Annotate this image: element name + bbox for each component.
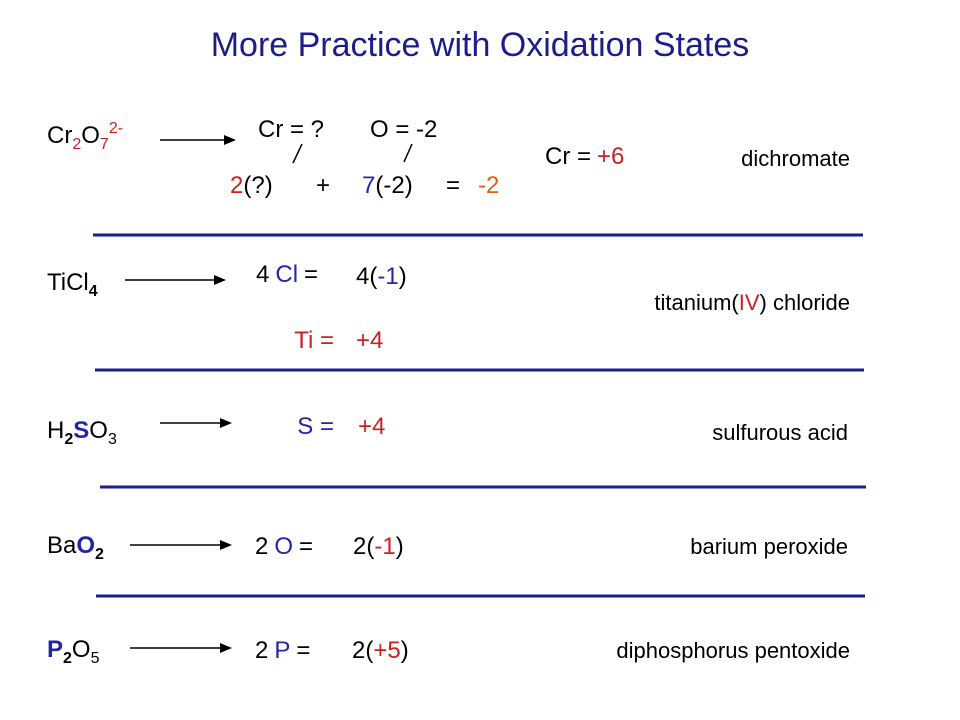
formula: H2SO3 bbox=[47, 417, 117, 448]
e: 2 bbox=[255, 637, 268, 664]
eq: 2 O = bbox=[255, 533, 313, 560]
e: -1 bbox=[377, 263, 398, 290]
eq: 2(+5) bbox=[352, 637, 409, 664]
compound-name: diphosphorus pentoxide bbox=[616, 638, 850, 663]
eq: 4 Cl = bbox=[256, 261, 318, 288]
eq: Ti = bbox=[294, 327, 334, 354]
f: 2 bbox=[63, 650, 72, 667]
f: O bbox=[76, 532, 95, 559]
f: Ba bbox=[47, 532, 77, 559]
e: Cl bbox=[275, 261, 298, 288]
f: TiCl bbox=[47, 269, 89, 296]
e: (-2) bbox=[375, 172, 412, 199]
e: 2 bbox=[230, 172, 243, 199]
f: O bbox=[81, 122, 100, 149]
eq: + bbox=[316, 172, 330, 199]
f: 2- bbox=[109, 120, 123, 137]
e: O bbox=[274, 533, 293, 560]
f: 2 bbox=[95, 546, 104, 563]
arrow-head bbox=[224, 135, 236, 145]
eq: Cr = ? bbox=[258, 116, 324, 143]
e: 2( bbox=[352, 637, 373, 664]
e: 4 bbox=[256, 261, 269, 288]
e: 2( bbox=[353, 533, 374, 560]
e: ) bbox=[399, 263, 407, 290]
e: IV bbox=[739, 290, 760, 315]
eq: = bbox=[446, 172, 460, 199]
eq: 4(-1) bbox=[356, 263, 407, 290]
compound-name: dichromate bbox=[741, 146, 850, 171]
e: ) bbox=[396, 533, 404, 560]
e: (?) bbox=[243, 172, 272, 199]
e: = bbox=[296, 637, 310, 664]
compound-name: titanium(IV) chloride bbox=[654, 290, 850, 315]
e: 7 bbox=[362, 172, 375, 199]
arrow-head bbox=[220, 540, 232, 550]
f: 4 bbox=[89, 283, 98, 300]
title: More Practice with Oxidation States bbox=[211, 26, 750, 64]
e: P bbox=[274, 637, 290, 664]
f: O bbox=[89, 417, 108, 444]
arrow-head bbox=[220, 643, 232, 653]
arrow-head bbox=[214, 275, 226, 285]
e: = bbox=[304, 261, 318, 288]
f: 5 bbox=[91, 650, 100, 667]
f: O bbox=[72, 636, 91, 663]
eq: 2 P = bbox=[255, 637, 310, 664]
eq: O = -2 bbox=[370, 116, 437, 143]
link bbox=[292, 143, 303, 164]
eq: S = bbox=[297, 413, 334, 440]
e: = bbox=[299, 533, 313, 560]
f: 3 bbox=[108, 431, 117, 448]
formula: Cr2O72- bbox=[47, 120, 123, 153]
arrow-head bbox=[220, 418, 232, 428]
e: ) bbox=[401, 637, 409, 664]
eq: +4 bbox=[358, 413, 385, 440]
link bbox=[403, 143, 413, 163]
eq: +4 bbox=[356, 327, 383, 354]
f: H bbox=[47, 417, 64, 444]
eq: 2(-1) bbox=[353, 533, 404, 560]
e: Cr = bbox=[545, 143, 591, 170]
e: titanium( bbox=[654, 290, 739, 315]
eq: 7(-2) bbox=[362, 172, 413, 199]
result: Cr = +6 bbox=[545, 143, 624, 170]
f: S bbox=[73, 417, 89, 444]
formula: BaO2 bbox=[47, 532, 104, 563]
f: 2 bbox=[72, 136, 81, 153]
formula: P2O5 bbox=[47, 636, 100, 667]
formula: TiCl4 bbox=[47, 269, 98, 300]
e: 2 bbox=[255, 533, 268, 560]
e: 4( bbox=[356, 263, 377, 290]
compound-name: barium peroxide bbox=[690, 534, 848, 559]
e: +5 bbox=[373, 637, 400, 664]
eq: 2(?) bbox=[230, 172, 273, 199]
f: P bbox=[47, 636, 63, 663]
eq: -2 bbox=[478, 172, 499, 199]
f: 2 bbox=[64, 431, 73, 448]
f: Cr bbox=[47, 122, 72, 149]
e: +6 bbox=[597, 143, 624, 170]
f: 7 bbox=[100, 136, 109, 153]
e: ) chloride bbox=[760, 290, 850, 315]
compound-name: sulfurous acid bbox=[712, 420, 848, 445]
e: -1 bbox=[374, 533, 395, 560]
